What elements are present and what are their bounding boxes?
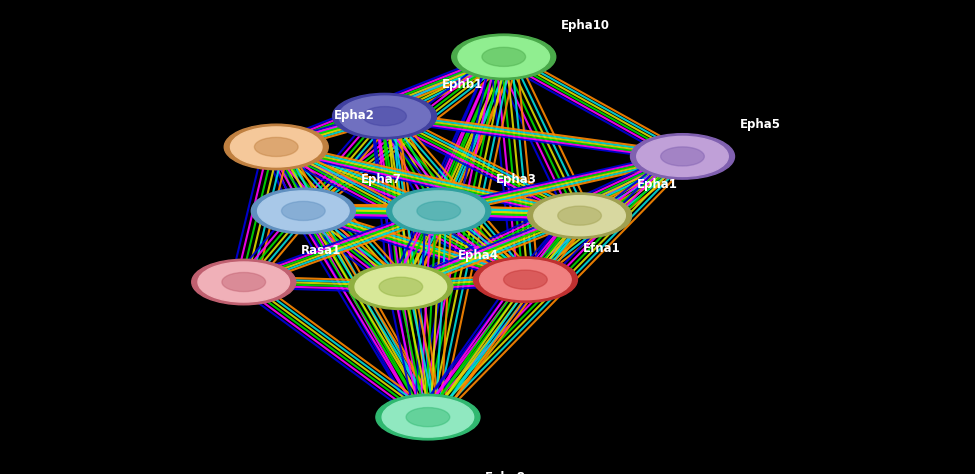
Circle shape	[406, 408, 449, 427]
Circle shape	[224, 124, 329, 170]
Circle shape	[637, 137, 728, 176]
Circle shape	[631, 134, 734, 179]
Circle shape	[534, 196, 625, 236]
Circle shape	[355, 267, 447, 307]
Text: Epha1: Epha1	[637, 178, 678, 191]
Text: Epha3: Epha3	[496, 173, 537, 186]
Circle shape	[527, 193, 632, 238]
Circle shape	[282, 201, 326, 220]
Text: Epha8: Epha8	[486, 471, 526, 474]
Circle shape	[480, 260, 571, 300]
Circle shape	[363, 107, 407, 126]
Circle shape	[349, 264, 452, 310]
Circle shape	[451, 34, 556, 80]
Circle shape	[376, 394, 480, 440]
Circle shape	[503, 270, 547, 289]
Circle shape	[558, 206, 602, 225]
Circle shape	[482, 47, 526, 66]
Circle shape	[252, 188, 355, 234]
Text: Epha7: Epha7	[361, 173, 402, 186]
Text: Epha4: Epha4	[458, 249, 499, 262]
Circle shape	[393, 191, 485, 231]
Text: Epha5: Epha5	[740, 118, 781, 131]
Circle shape	[387, 188, 490, 234]
Circle shape	[661, 147, 704, 166]
Text: Epha10: Epha10	[562, 19, 610, 32]
Circle shape	[254, 137, 298, 156]
Circle shape	[332, 93, 437, 139]
Circle shape	[222, 273, 265, 292]
Circle shape	[198, 262, 290, 302]
Circle shape	[474, 257, 577, 302]
Text: Efna1: Efna1	[583, 242, 620, 255]
Circle shape	[379, 277, 423, 296]
Circle shape	[417, 201, 460, 220]
Circle shape	[257, 191, 349, 231]
Text: Rasa1: Rasa1	[301, 244, 341, 257]
Circle shape	[382, 397, 474, 437]
Circle shape	[230, 127, 322, 167]
Circle shape	[339, 96, 430, 136]
Circle shape	[192, 259, 295, 305]
Circle shape	[458, 37, 550, 77]
Text: Ephb1: Ephb1	[442, 78, 484, 91]
Text: Epha2: Epha2	[333, 109, 374, 122]
